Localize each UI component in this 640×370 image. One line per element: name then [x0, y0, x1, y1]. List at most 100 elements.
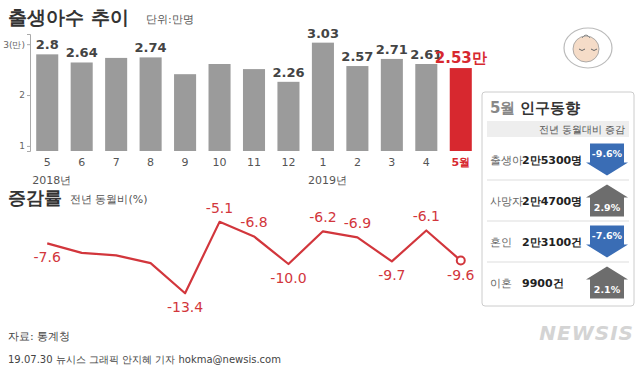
bar — [381, 59, 403, 151]
bar — [174, 74, 196, 151]
panel-title: 인구동향 — [520, 99, 580, 117]
bar-label: 3.03 — [307, 26, 339, 41]
row-change: -7.6% — [592, 230, 623, 241]
line-label: -6.1 — [413, 208, 440, 224]
bar — [346, 66, 368, 151]
row-separator — [487, 221, 629, 222]
x-tick-label: 10 — [213, 156, 227, 169]
bar — [243, 69, 265, 151]
icon-face — [573, 36, 599, 62]
row-change: -9.6% — [592, 148, 623, 159]
bar — [71, 62, 93, 151]
background — [0, 0, 640, 370]
panel-month: 5월 — [490, 99, 515, 117]
x-tick: 11 — [247, 156, 261, 169]
bar — [209, 64, 231, 151]
row-separator — [487, 262, 629, 263]
x-tick-label: 1 — [319, 156, 326, 169]
x-tick: 9 — [182, 156, 189, 169]
row-value: 9900건 — [522, 277, 564, 290]
bar — [277, 82, 299, 151]
x-tick-label: 12 — [281, 156, 295, 169]
y-tick-label: 1 — [19, 141, 25, 151]
bar-label: 2.57 — [341, 49, 373, 64]
row-value: 2만3100건 — [522, 236, 582, 249]
chart-subtitle: 단위:만명 — [146, 13, 194, 26]
year-label: 2019년 — [308, 174, 347, 187]
x-tick: 8 — [147, 156, 154, 169]
line-subtitle: 전년 동월비(%) — [70, 193, 148, 206]
line-plot — [47, 222, 465, 293]
x-tick-label: 8 — [147, 156, 154, 169]
y-tick-label: 2 — [19, 90, 25, 100]
line — [47, 222, 461, 293]
line-label: -13.4 — [167, 299, 203, 315]
x-tick-label: 4 — [423, 156, 430, 169]
row-label: 이혼 — [490, 277, 512, 290]
bar-label: 2.8 — [36, 37, 59, 52]
bars — [36, 43, 472, 151]
row-label: 출생아 — [490, 154, 523, 167]
y-axis: 3(만) 2 1 — [3, 35, 30, 152]
line-label: -9.7 — [378, 267, 405, 283]
chart-title: 출생아수 추이 — [8, 6, 129, 28]
bar-label: 2.64 — [66, 45, 98, 60]
infographic: 출생아수 추이단위:만명2.82.642.742.263.032.572.712… — [0, 0, 640, 370]
x-tick: 6 — [78, 156, 85, 169]
bar-label: 2.74 — [135, 40, 167, 55]
y-tick-mark — [27, 146, 30, 147]
bar-label: 2.53만 — [435, 49, 487, 67]
footer-logo: NEWSIS — [539, 321, 634, 345]
y-tick: 1 — [19, 141, 30, 151]
icon-blanket — [564, 28, 612, 68]
x-tick-label: 6 — [78, 156, 85, 169]
chart-svg: 출생아수 추이단위:만명2.82.642.742.263.032.572.712… — [0, 0, 640, 370]
y-tick: 3(만) — [3, 40, 30, 50]
y-axis-line — [27, 35, 31, 152]
bar — [36, 54, 58, 151]
panel-box — [482, 92, 634, 306]
icon-hair — [582, 35, 590, 38]
line-label: -7.6 — [34, 249, 61, 265]
row-label: 사망자 — [490, 195, 523, 208]
line-label: -6.2 — [309, 209, 336, 225]
x-tick-label: 5월 — [451, 156, 470, 169]
line-label: -5.1 — [206, 200, 233, 216]
change-arrow — [586, 226, 628, 258]
line-title: 증감률 — [8, 187, 62, 208]
x-tick-label: 11 — [247, 156, 261, 169]
bar — [105, 58, 127, 151]
panel-header: 전년 동월대비 증감 — [539, 124, 625, 135]
x-tick: 2 — [354, 156, 361, 169]
bar-labels: 2.82.642.742.263.032.572.712.612.53만 — [36, 26, 487, 80]
row-change: 2.1% — [594, 284, 621, 295]
x-tick: 1 — [319, 156, 326, 169]
footer-credit: 19.07.30 뉴시스 그래픽 안지혜 기자 hokma@newsis.com — [8, 354, 281, 365]
footer-source: 자료: 통계청 — [8, 330, 70, 343]
row-value: 2만5300명 — [522, 154, 582, 167]
panel-header-box — [487, 121, 629, 137]
row-change: 2.9% — [594, 202, 621, 213]
baby-icon — [564, 28, 612, 68]
bar — [140, 57, 162, 151]
x-tick: 4 — [423, 156, 430, 169]
y-tick-mark — [27, 44, 30, 45]
change-arrow — [586, 144, 628, 176]
icon-eyes — [579, 49, 597, 51]
year-label: 2018년 — [32, 174, 71, 187]
bar — [415, 64, 437, 151]
row-value: 2만4700명 — [522, 195, 582, 208]
x-tick-label: 2 — [354, 156, 361, 169]
row-label: 혼인 — [490, 236, 512, 249]
change-arrow — [586, 185, 628, 217]
x-tick: 7 — [113, 156, 120, 169]
x-tick-label: 9 — [182, 156, 189, 169]
x-tick-label: 5 — [44, 156, 51, 169]
x-tick: 3 — [388, 156, 395, 169]
line-endpoint — [457, 257, 465, 265]
x-tick: 5 — [44, 156, 51, 169]
bar-label: 2.71 — [376, 42, 408, 57]
y-tick-mark — [27, 95, 30, 96]
line-label: -10.0 — [270, 270, 306, 286]
bar — [450, 68, 472, 151]
